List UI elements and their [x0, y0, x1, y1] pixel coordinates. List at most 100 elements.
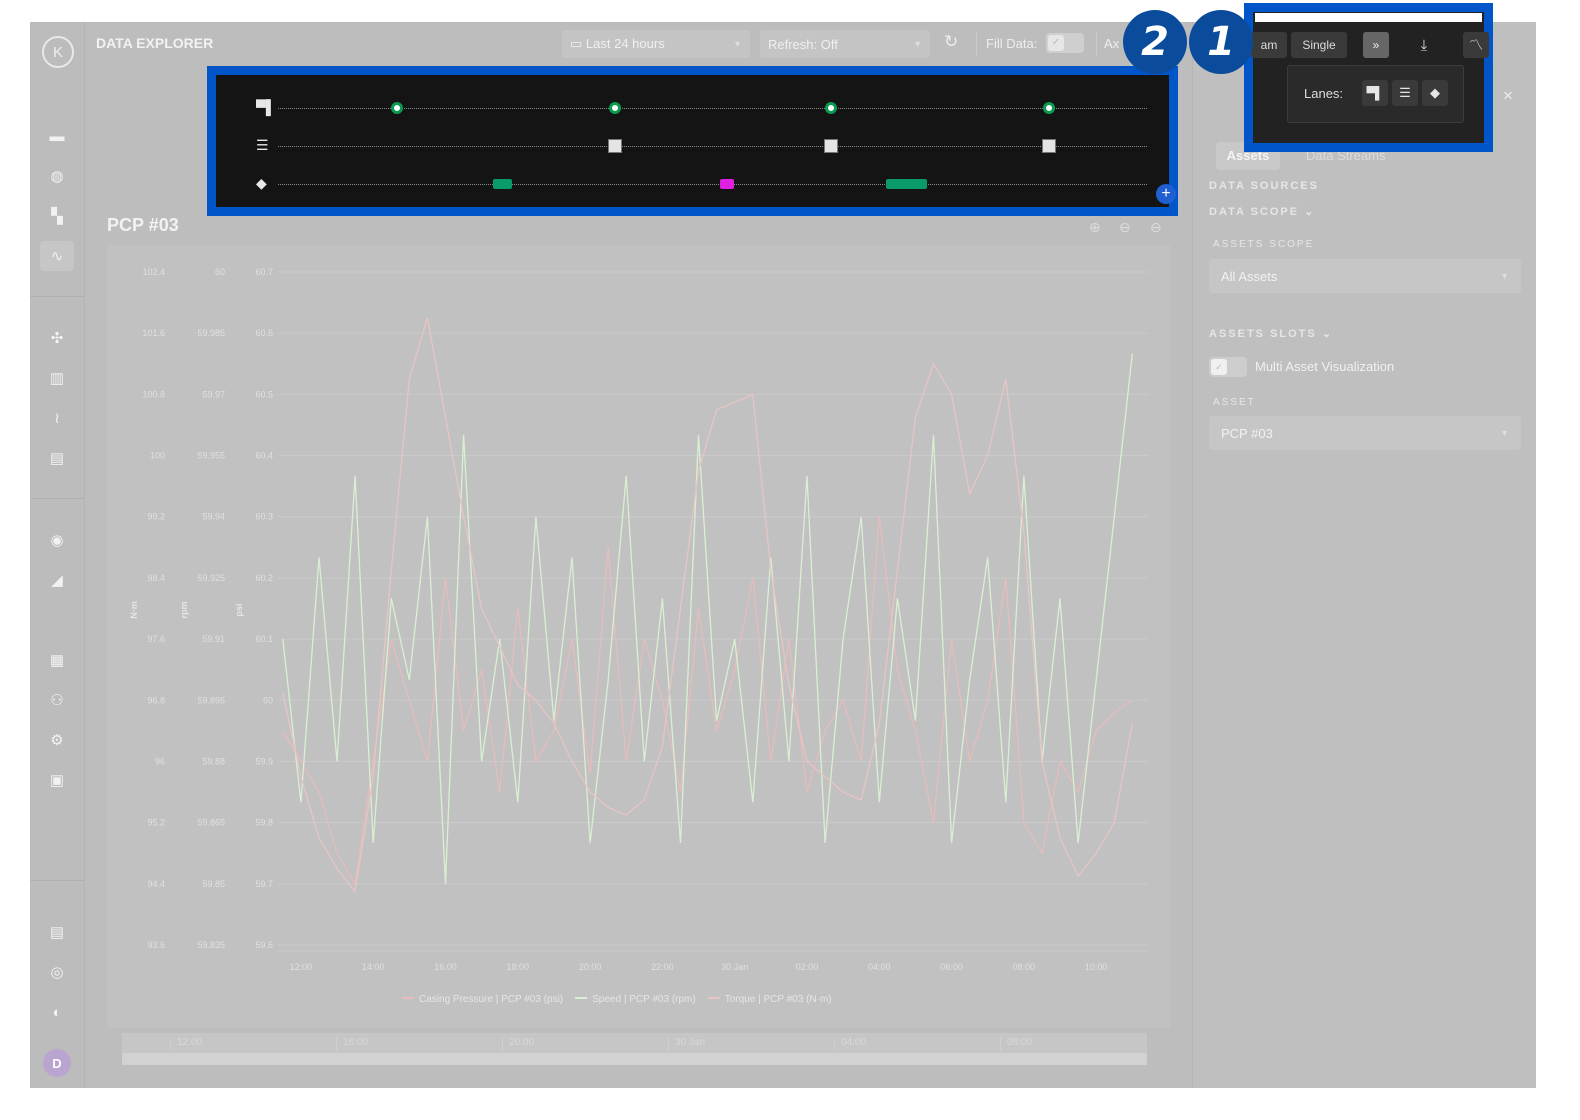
- sidebar-divider: [30, 498, 85, 499]
- divider: [976, 31, 977, 57]
- divider: [1096, 31, 1097, 57]
- y-tick-label: 99.2: [147, 512, 165, 522]
- y-tick-label: 97.6: [147, 634, 165, 644]
- tag-marker[interactable]: [886, 179, 927, 189]
- sidebar-barrier-icon[interactable]: ▤: [49, 450, 65, 467]
- calendar-icon: ▭: [570, 36, 583, 51]
- comment-marker[interactable]: [1043, 102, 1055, 114]
- lanes-label: Lanes:: [1304, 86, 1344, 101]
- close-icon[interactable]: ×: [1503, 86, 1513, 105]
- avatar[interactable]: D: [43, 1049, 71, 1077]
- logo-text: K: [52, 43, 63, 61]
- sidebar-code-icon[interactable]: ▣: [49, 772, 65, 789]
- multi-asset-toggle[interactable]: ✓: [1209, 357, 1247, 377]
- tag-icon: ◆: [256, 175, 267, 191]
- sidebar-globe-icon[interactable]: ◍: [50, 168, 64, 185]
- assets-slots-header[interactable]: ASSETS SLOTS ⌄: [1209, 327, 1333, 340]
- callout-badge-2: 2: [1123, 10, 1187, 74]
- sidebar-bar-chart-icon[interactable]: ▥: [49, 370, 65, 387]
- sidebar-users-icon[interactable]: ⚇: [50, 692, 64, 709]
- data-sources-title: DATA SOURCES: [1209, 180, 1319, 192]
- x-tick-label: 30 Jan: [721, 962, 748, 972]
- time-navigator[interactable]: 12:00 16:00 20:00 30 Jan 04:00 08:00: [122, 1033, 1147, 1065]
- trend-icon[interactable]: 〽: [1463, 32, 1489, 58]
- add-tag-button[interactable]: +: [1156, 184, 1176, 204]
- y-tick-label: 59.925: [197, 573, 225, 583]
- setting-marker[interactable]: [1042, 139, 1056, 153]
- sidebar-route-icon[interactable]: ≀: [54, 410, 60, 427]
- legend-item[interactable]: Casing Pressure | PCP #03 (psi): [419, 994, 563, 1005]
- y-tick-label: 59.6: [255, 940, 273, 950]
- axes-label: Ax: [1104, 36, 1120, 51]
- y-tick-label: 59.91: [202, 634, 225, 644]
- single-button[interactable]: Single: [1291, 32, 1347, 58]
- tags-lane-button[interactable]: ◆: [1422, 80, 1448, 106]
- download-icon[interactable]: ⤓: [1420, 36, 1428, 54]
- settings-lane-button[interactable]: ☰: [1392, 80, 1418, 106]
- logo[interactable]: K: [42, 36, 74, 68]
- sidebar-trend-chart-icon[interactable]: ◢: [51, 572, 63, 589]
- navigator-tick: 30 Jan: [668, 1037, 705, 1051]
- sidebar-user-settings-icon[interactable]: ⚙: [50, 732, 64, 749]
- sidebar: [30, 22, 85, 1088]
- fill-data-label: Fill Data:: [986, 36, 1038, 51]
- comment-marker[interactable]: [609, 102, 621, 114]
- asset-select[interactable]: PCP #03 ▼: [1209, 416, 1521, 450]
- sidebar-support-icon[interactable]: ◎: [50, 964, 64, 981]
- x-tick-label: 22:00: [651, 962, 674, 972]
- sidebar-gauge-icon[interactable]: ◉: [50, 532, 64, 549]
- tag-marker[interactable]: [493, 179, 512, 189]
- caret-down-icon: ▼: [1500, 271, 1509, 281]
- chart-title: PCP #03: [107, 215, 179, 235]
- y-axis-label: rpm: [179, 601, 189, 618]
- data-scope-label: DATA SCOPE: [1209, 206, 1300, 218]
- chevron-down-icon: ⌄: [1304, 206, 1316, 218]
- legend-item[interactable]: Torque | PCP #03 (N·m): [725, 994, 832, 1005]
- x-tick-label: 08:00: [1013, 962, 1036, 972]
- comment-marker[interactable]: [391, 102, 403, 114]
- zoom-out-icon[interactable]: ⊖: [1119, 219, 1131, 235]
- setting-marker[interactable]: [824, 139, 838, 153]
- x-tick-label: 02:00: [796, 962, 819, 972]
- reload-icon[interactable]: ↻: [944, 32, 959, 51]
- y-tick-label: 100: [150, 451, 165, 461]
- sidebar-pulse-icon[interactable]: ∿: [40, 241, 74, 271]
- legend-item[interactable]: Speed | PCP #03 (rpm): [592, 994, 696, 1005]
- assets-scope-value: All Assets: [1221, 268, 1278, 284]
- sidebar-puzzle-icon[interactable]: ✣: [50, 330, 64, 347]
- y-tick-label: 59.7: [255, 879, 273, 889]
- sidebar-dashboard-icon[interactable]: ▦: [49, 652, 65, 669]
- series-line-torque: [282, 317, 1133, 894]
- x-tick-label: 20:00: [579, 962, 602, 972]
- sidebar-widgets-icon[interactable]: ▚: [51, 208, 63, 225]
- x-tick-label: 16:00: [434, 962, 457, 972]
- y-tick-label: 59.85: [202, 879, 225, 889]
- comments-lane-button[interactable]: ▀▌: [1362, 80, 1388, 106]
- x-tick-label: 04:00: [868, 962, 891, 972]
- assets-scope-select[interactable]: All Assets ▼: [1209, 259, 1521, 293]
- x-tick-label: 18:00: [507, 962, 530, 972]
- navigator-scrollbar[interactable]: [122, 1053, 1147, 1065]
- data-scope-header[interactable]: DATA SCOPE ⌄: [1209, 205, 1315, 218]
- line-chart[interactable]: 102.4 101.6 100.8 100 99.2 98.4 97.6 96.8 96 95.2…: [107, 245, 1170, 1028]
- lanes-toggle-button[interactable]: »: [1363, 32, 1389, 58]
- comment-marker[interactable]: [825, 102, 837, 114]
- refresh-dropdown[interactable]: Refresh: Off ▼: [760, 30, 930, 58]
- setting-marker[interactable]: [608, 139, 622, 153]
- y-tick-label: 59.97: [202, 389, 225, 399]
- mode-button[interactable]: am: [1251, 32, 1287, 58]
- refresh-value: Refresh: Off: [768, 36, 838, 52]
- double-chevron-down-icon: »: [1372, 38, 1380, 52]
- time-range-dropdown[interactable]: ▭ Last 24 hours ▼: [562, 30, 750, 58]
- y-tick-label: 60.4: [255, 451, 273, 461]
- zoom-in-icon[interactable]: ⊕: [1089, 219, 1101, 235]
- zoom-reset-icon[interactable]: ⊖: [1150, 219, 1162, 235]
- y-tick-label: 93.6: [147, 940, 165, 950]
- chart-panel: [107, 245, 1170, 1028]
- sidebar-briefcase-icon[interactable]: ▬: [49, 127, 65, 145]
- sidebar-document-icon[interactable]: ▤: [49, 924, 65, 941]
- lanes-popup: Lanes: ▀▌ ☰ ◆: [1287, 65, 1464, 123]
- fill-data-toggle[interactable]: ✓: [1046, 33, 1084, 53]
- sidebar-language-icon[interactable]: ◐: [52, 1003, 62, 1021]
- tag-marker[interactable]: [720, 179, 734, 189]
